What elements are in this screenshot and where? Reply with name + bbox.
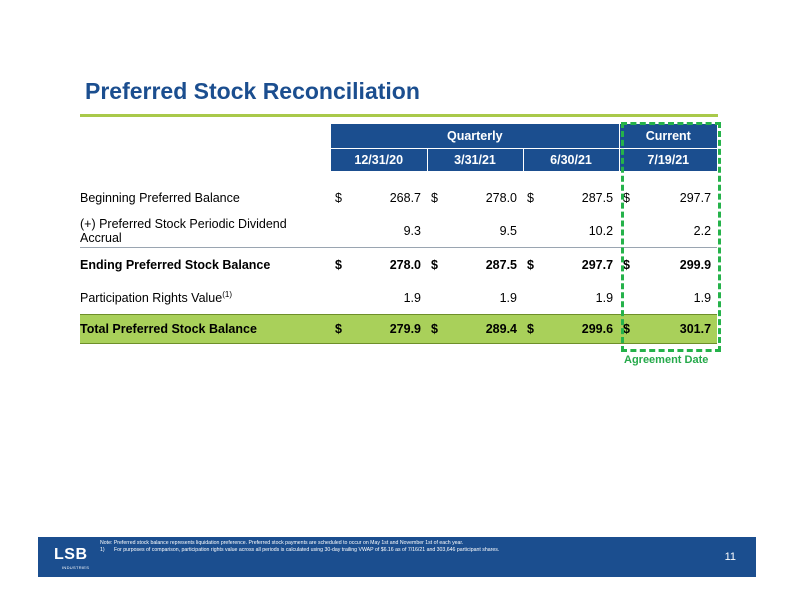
footnote-marker: (1) — [222, 289, 232, 299]
column-header-4: 7/19/21 — [619, 148, 718, 171]
dollar-sign — [427, 214, 446, 248]
table-row-beginning-balance: Beginning Preferred Balance $ 268.7 $ 27… — [80, 181, 717, 214]
cell-value: 279.9 — [350, 314, 427, 344]
dollar-sign: $ — [331, 314, 350, 344]
table-row-dividend-accrual: (+) Preferred Stock Periodic Dividend Ac… — [80, 214, 717, 248]
reconciliation-table: Quarterly Current 12/31/20 3/31/21 6/30/… — [80, 124, 718, 344]
dollar-sign — [523, 281, 542, 315]
row-label: (+) Preferred Stock Periodic Dividend Ac… — [80, 216, 287, 245]
page-number: 11 — [724, 551, 736, 563]
column-header-3: 6/30/21 — [523, 148, 620, 171]
dollar-sign: $ — [619, 247, 639, 281]
footnote-number: 1) — [100, 547, 105, 553]
logo-text: LSB — [54, 546, 88, 563]
dollar-sign: $ — [335, 190, 342, 205]
title-underline — [80, 114, 718, 117]
column-header-2: 3/31/21 — [427, 148, 524, 171]
logo-subtext: INDUSTRIES — [62, 565, 90, 570]
cell-value: 2.2 — [693, 223, 712, 238]
agreement-date-label: Agreement Date — [624, 354, 709, 366]
dollar-sign: $ — [331, 247, 350, 281]
cell-value: 287.5 — [581, 190, 614, 205]
cell-value: 301.7 — [638, 314, 718, 344]
dollar-sign: $ — [431, 190, 438, 205]
row-label-cell: Participation Rights Value(1) — [80, 281, 331, 315]
quarterly-header: Quarterly — [331, 124, 620, 149]
row-label: Ending Preferred Stock Balance — [80, 247, 331, 281]
footnote-text: For purposes of comparison, participatio… — [114, 547, 500, 553]
current-header: Current — [619, 124, 718, 149]
row-label: Beginning Preferred Balance — [80, 190, 240, 205]
cell-value: 278.0 — [485, 190, 517, 205]
cell-value: 9.3 — [403, 223, 421, 238]
dollar-sign — [427, 281, 446, 315]
dollar-sign: $ — [523, 314, 542, 344]
footer-bar: LSB INDUSTRIES Note: Preferred stock bal… — [38, 537, 756, 577]
dollar-sign: $ — [619, 314, 639, 344]
row-label: Total Preferred Stock Balance — [80, 314, 331, 344]
cell-value: 289.4 — [446, 314, 523, 344]
dollar-sign: $ — [527, 190, 534, 205]
dollar-sign — [619, 281, 638, 315]
cell-value: 1.9 — [693, 290, 712, 305]
date-header-row: 12/31/20 3/31/21 6/30/21 7/19/21 — [80, 148, 718, 171]
dollar-sign — [619, 214, 638, 248]
dollar-sign: $ — [427, 314, 446, 344]
dollar-sign — [523, 214, 542, 248]
row-label: Participation Rights Value — [80, 291, 223, 306]
table-row-ending-balance: Ending Preferred Stock Balance $ 278.0 $… — [80, 247, 718, 281]
cell-value: 1.9 — [403, 290, 421, 305]
spacer-row — [80, 171, 717, 181]
dollar-sign — [331, 214, 350, 248]
cell-value: 297.7 — [542, 247, 620, 281]
cell-value: 1.9 — [595, 290, 614, 305]
column-header-1: 12/31/20 — [331, 148, 428, 171]
company-logo: LSB INDUSTRIES — [48, 543, 92, 571]
cell-value: 297.7 — [679, 190, 712, 205]
dollar-sign: $ — [427, 247, 446, 281]
dollar-sign: $ — [523, 247, 542, 281]
cell-value: 299.9 — [638, 247, 718, 281]
page-title: Preferred Stock Reconciliation — [85, 78, 420, 104]
group-header-row: Quarterly Current — [80, 124, 718, 149]
cell-value: 278.0 — [350, 247, 427, 281]
cell-value: 9.5 — [499, 223, 517, 238]
cell-value: 287.5 — [446, 247, 523, 281]
footnote-1: 1) For purposes of comparison, participat… — [100, 547, 499, 553]
table-row-participation-rights: Participation Rights Value(1) 1.9 1.9 1.… — [80, 281, 717, 315]
dollar-sign: $ — [623, 190, 630, 205]
cell-value: 10.2 — [588, 223, 614, 238]
dollar-sign — [331, 281, 350, 315]
footnote-note: Note: Preferred stock balance represents… — [100, 540, 464, 546]
cell-value: 1.9 — [499, 290, 517, 305]
table-row-total: Total Preferred Stock Balance $ 279.9 $ … — [80, 314, 718, 344]
cell-value: 268.7 — [389, 190, 421, 205]
cell-value: 299.6 — [542, 314, 620, 344]
